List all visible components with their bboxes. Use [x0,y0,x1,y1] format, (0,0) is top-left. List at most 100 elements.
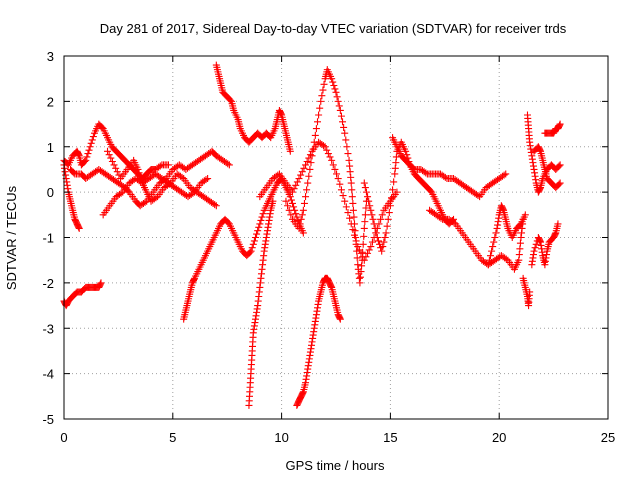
data-point [257,216,265,224]
data-point [288,188,296,196]
x-tick-label: 15 [383,430,397,445]
data-series [60,61,564,409]
data-point [359,240,367,248]
data-point [521,211,529,219]
series-arc-18 [523,111,564,196]
data-point [339,192,347,200]
data-point [441,173,449,181]
data-point [164,161,172,169]
data-point [484,261,492,269]
series-arc-02 [60,161,83,232]
data-point [311,131,319,139]
data-point [372,229,380,237]
data-point [256,220,264,228]
data-point [367,243,375,251]
data-point [295,175,303,183]
data-point [347,179,355,187]
data-point [348,186,356,194]
data-point [556,179,564,187]
data-point [258,213,266,221]
data-point [380,238,388,246]
data-point [386,202,394,210]
x-tick-label: 25 [601,430,615,445]
series-arc-16 [484,202,529,269]
data-point [306,151,314,159]
data-point [250,237,258,245]
data-point [306,165,314,173]
data-point [329,161,337,169]
data-point [346,214,354,222]
data-point [303,157,311,165]
data-point [326,153,334,161]
data-point [249,240,257,248]
data-point [299,229,307,237]
data-point [320,80,328,88]
data-point [362,204,370,212]
data-point [178,173,186,181]
data-point [485,256,493,264]
series-arc-14 [389,134,510,201]
data-point [422,169,430,177]
data-point [344,150,352,158]
data-point [377,215,385,223]
data-point [349,226,357,234]
data-point [259,210,267,218]
data-point [248,244,256,252]
data-point [296,220,304,228]
data-point [82,156,90,164]
y-tick-label: 3 [47,49,54,64]
data-point [334,97,342,105]
data-point [360,232,368,240]
data-point [104,147,112,155]
data-point [290,203,298,211]
data-point [135,169,143,177]
data-point [212,202,220,210]
data-point [312,125,320,133]
data-point [368,211,376,219]
data-point [402,147,410,155]
x-tick-label: 5 [169,430,176,445]
y-axis-label: SDTVAR / TECUs [4,185,19,290]
series-arc-12 [256,138,401,264]
data-point [323,146,331,154]
data-point [115,171,123,179]
data-point [554,220,562,228]
data-point [251,234,259,241]
data-point [370,220,378,228]
data-point [360,224,368,232]
data-point [332,88,340,96]
y-tick-label: 0 [47,185,54,200]
data-point [344,209,352,217]
data-point [353,254,361,262]
data-point [246,248,254,256]
data-point [330,81,338,89]
data-point [336,180,344,188]
data-point [361,211,369,219]
data-point [226,96,234,104]
data-point [225,161,233,169]
data-point [343,143,351,151]
data-point [307,159,315,167]
data-point [366,202,374,210]
data-point [378,247,386,255]
series-arc-03 [60,279,105,310]
data-point [305,172,313,180]
data-point [373,234,381,241]
data-point [84,150,92,158]
data-point [357,249,365,257]
series-arc-17 [519,274,534,310]
data-point [502,170,510,178]
data-point [318,92,326,100]
data-point [365,246,373,254]
data-point [224,160,232,168]
y-tick-label: -2 [42,276,54,291]
data-point [202,176,210,184]
data-point [340,123,348,131]
data-point [333,170,341,178]
axis-ticks [63,55,609,420]
data-point [337,186,345,194]
data-point [364,193,372,201]
x-tick-label: 20 [492,430,506,445]
data-point [360,179,368,187]
data-point [314,118,322,126]
